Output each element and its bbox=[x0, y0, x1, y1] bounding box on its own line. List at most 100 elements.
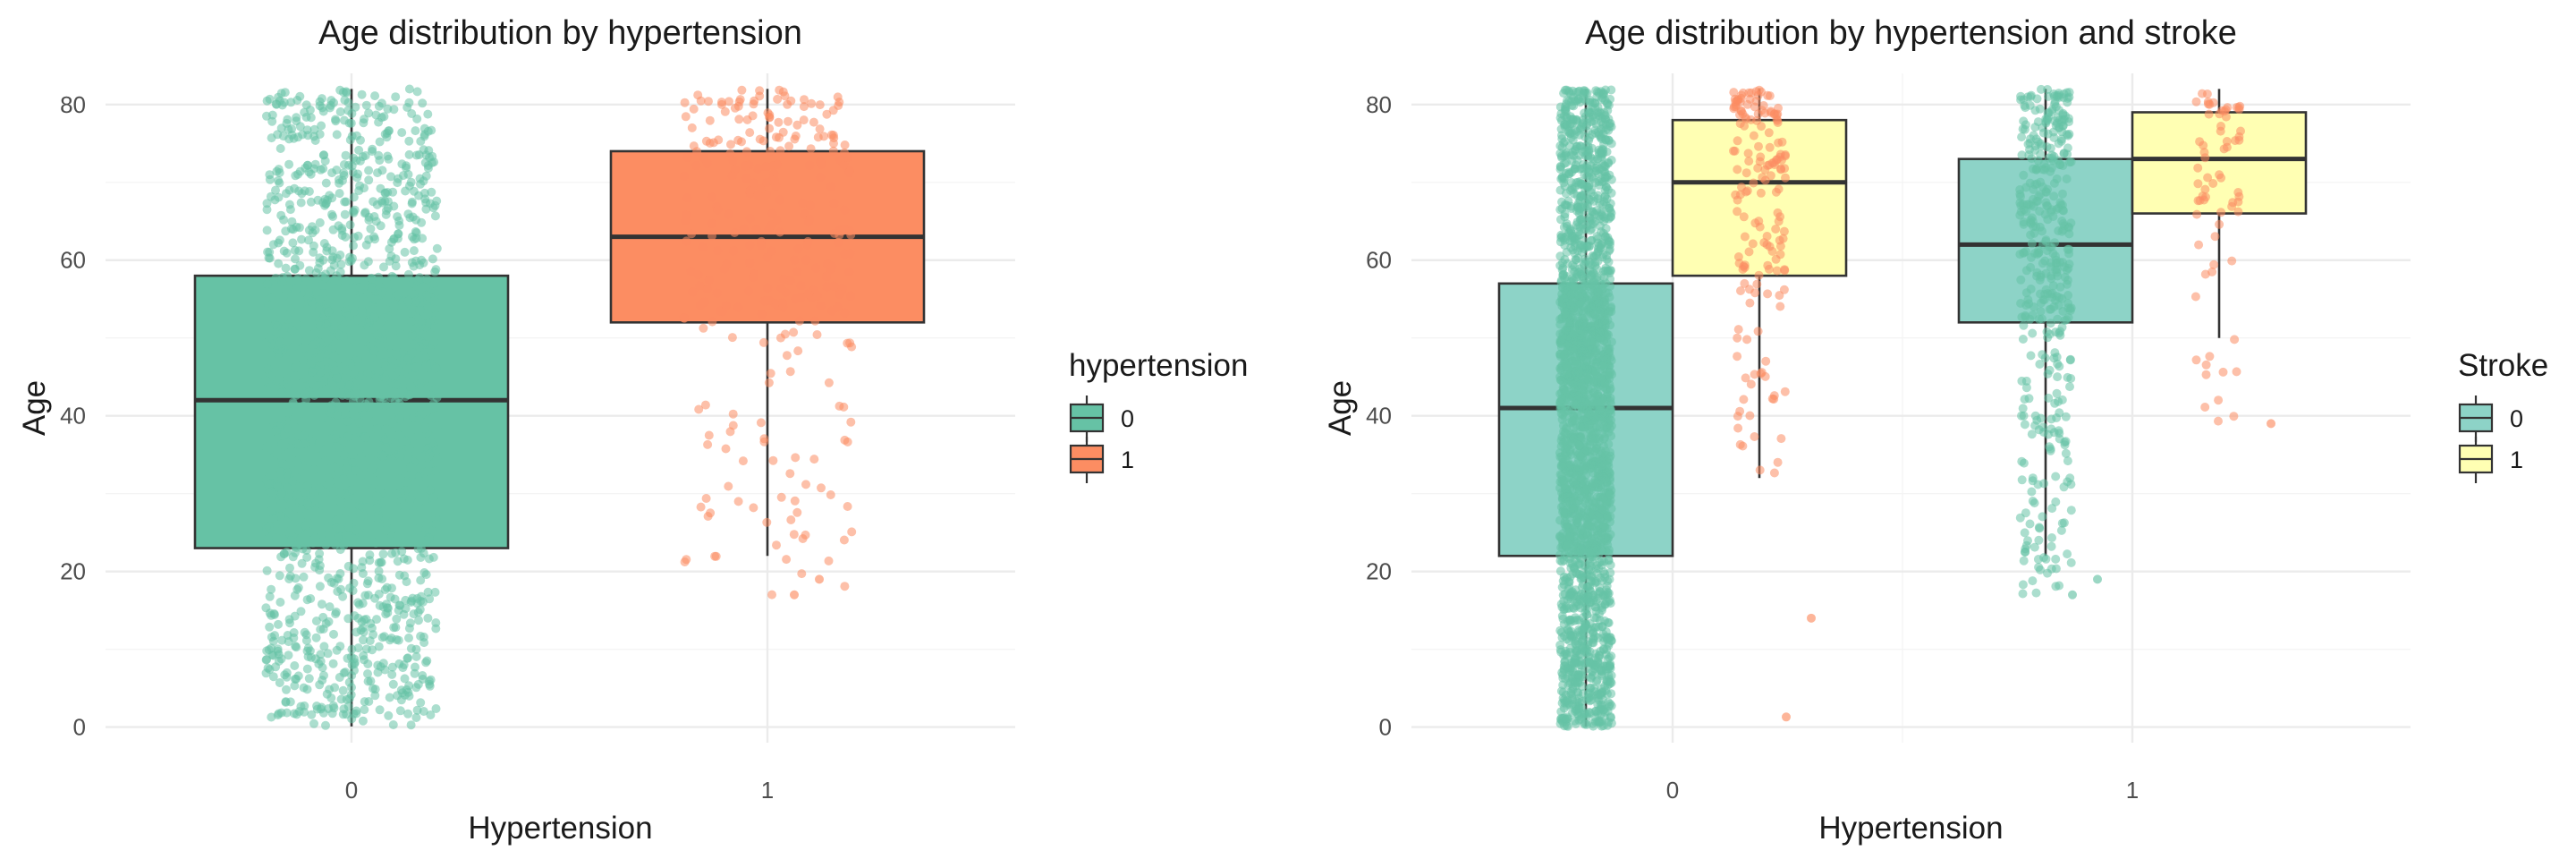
jitter-point bbox=[2060, 272, 2070, 282]
jitter-point bbox=[287, 326, 297, 336]
jitter-point bbox=[284, 493, 293, 503]
jitter-point bbox=[321, 720, 330, 730]
jitter-point bbox=[394, 216, 404, 225]
jitter-point bbox=[798, 534, 808, 543]
jitter-point bbox=[292, 447, 301, 457]
jitter-point bbox=[261, 522, 271, 531]
jitter-point bbox=[1742, 335, 1752, 344]
jitter-point bbox=[339, 168, 349, 178]
jitter-point bbox=[395, 451, 405, 461]
jitter-point bbox=[342, 694, 352, 704]
jitter-point bbox=[1579, 476, 1588, 486]
jitter-point bbox=[411, 331, 420, 341]
jitter-point bbox=[2066, 480, 2076, 489]
jitter-point bbox=[1771, 225, 1781, 234]
jitter-point bbox=[423, 613, 433, 623]
jitter-point bbox=[431, 514, 441, 523]
jitter-point bbox=[300, 186, 309, 196]
jitter-point bbox=[335, 268, 345, 276]
jitter-point bbox=[724, 97, 733, 106]
jitter-point bbox=[774, 117, 784, 127]
jitter-point bbox=[400, 247, 410, 257]
jitter-point bbox=[431, 363, 441, 373]
jitter-point bbox=[1753, 90, 1763, 100]
jitter-point bbox=[1605, 170, 1614, 180]
jitter-point bbox=[350, 205, 360, 215]
jitter-point bbox=[1593, 593, 1603, 603]
jitter-point bbox=[1561, 325, 1571, 335]
jitter-point bbox=[292, 96, 302, 105]
jitter-point bbox=[791, 132, 801, 140]
jitter-point bbox=[2053, 314, 2063, 324]
jitter-point bbox=[276, 499, 286, 508]
jitter-point bbox=[341, 409, 351, 419]
jitter-point bbox=[1740, 278, 1750, 288]
jitter-point bbox=[1582, 648, 1592, 658]
jitter-point bbox=[372, 424, 382, 434]
jitter-point bbox=[707, 192, 716, 202]
jitter-point bbox=[1576, 325, 1586, 335]
y-tick-label: 40 bbox=[60, 403, 86, 430]
jitter-point bbox=[1738, 88, 1748, 98]
jitter-point bbox=[2046, 319, 2055, 328]
jitter-point bbox=[1578, 613, 1588, 623]
jitter-point bbox=[274, 175, 284, 185]
jitter-point bbox=[1591, 358, 1601, 368]
jitter-point bbox=[331, 397, 341, 407]
jitter-point bbox=[322, 689, 332, 699]
jitter-point bbox=[348, 396, 358, 406]
jitter-point bbox=[332, 523, 341, 533]
jitter-point bbox=[304, 235, 313, 245]
jitter-point bbox=[704, 430, 714, 440]
jitter-point bbox=[360, 208, 369, 218]
jitter-point bbox=[2040, 353, 2050, 363]
jitter-point bbox=[299, 401, 308, 411]
jitter-point bbox=[294, 707, 304, 717]
jitter-point bbox=[1571, 255, 1580, 264]
jitter-point bbox=[1564, 96, 1574, 106]
jitter-point bbox=[288, 225, 298, 234]
jitter-point bbox=[2019, 556, 2029, 566]
jitter-point bbox=[2036, 270, 2046, 280]
jitter-point bbox=[2034, 248, 2044, 258]
jitter-point bbox=[837, 284, 847, 293]
jitter-point bbox=[1575, 285, 1585, 295]
jitter-point bbox=[336, 286, 346, 296]
jitter-point bbox=[422, 274, 432, 284]
jitter-point bbox=[843, 437, 852, 447]
jitter-point bbox=[682, 236, 691, 246]
y-tick-label: 0 bbox=[1379, 714, 1392, 741]
outlier-point bbox=[2267, 419, 2275, 429]
jitter-point bbox=[2057, 117, 2066, 127]
jitter-point bbox=[1765, 142, 1775, 152]
jitter-point bbox=[382, 128, 392, 138]
jitter-point bbox=[790, 255, 800, 265]
jitter-point bbox=[1561, 574, 1571, 584]
jitter-point bbox=[411, 683, 421, 693]
jitter-point bbox=[2221, 112, 2231, 122]
jitter-point bbox=[682, 210, 691, 220]
jitter-point bbox=[432, 243, 442, 253]
jitter-point bbox=[2024, 394, 2034, 404]
jitter-point bbox=[829, 199, 839, 208]
jitter-point bbox=[1558, 462, 1568, 472]
jitter-point bbox=[428, 254, 437, 264]
jitter-point bbox=[309, 719, 318, 728]
y-tick-label: 40 bbox=[1366, 403, 1392, 430]
jitter-point bbox=[2027, 487, 2037, 497]
jitter-point bbox=[293, 169, 302, 179]
jitter-point bbox=[1561, 455, 1571, 464]
jitter-point bbox=[757, 310, 767, 319]
jitter-point bbox=[1606, 678, 1616, 688]
jitter-point bbox=[1565, 129, 1575, 139]
jitter-point bbox=[389, 623, 399, 633]
jitter-point bbox=[428, 378, 438, 387]
jitter-point bbox=[1754, 270, 1764, 280]
jitter-point bbox=[809, 455, 819, 464]
jitter-point bbox=[1566, 201, 1576, 211]
legend-label: 0 bbox=[1121, 405, 1134, 432]
jitter-point bbox=[315, 566, 325, 575]
jitter-point bbox=[404, 444, 414, 454]
jitter-point bbox=[301, 521, 310, 531]
